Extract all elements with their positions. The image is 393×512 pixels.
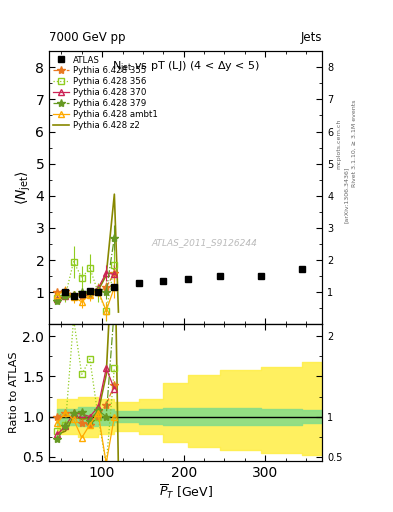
- Y-axis label: Ratio to ATLAS: Ratio to ATLAS: [9, 352, 20, 433]
- Text: Jets: Jets: [301, 31, 322, 44]
- Y-axis label: $\langle N_\mathrm{jet}\rangle$: $\langle N_\mathrm{jet}\rangle$: [13, 170, 33, 205]
- X-axis label: $\overline{P}_T$ [GeV]: $\overline{P}_T$ [GeV]: [159, 482, 213, 501]
- Text: mcplots.cern.ch: mcplots.cern.ch: [336, 118, 341, 168]
- Text: Rivet 3.1.10, ≥ 3.1M events: Rivet 3.1.10, ≥ 3.1M events: [352, 100, 357, 187]
- Text: [arXiv:1306.3436]: [arXiv:1306.3436]: [344, 166, 349, 223]
- Text: ATLAS_2011_S9126244: ATLAS_2011_S9126244: [152, 238, 258, 247]
- Legend: ATLAS, Pythia 6.428 355, Pythia 6.428 356, Pythia 6.428 370, Pythia 6.428 379, P: ATLAS, Pythia 6.428 355, Pythia 6.428 35…: [52, 54, 160, 132]
- Text: 7000 GeV pp: 7000 GeV pp: [49, 31, 126, 44]
- Text: N$_\mathrm{jet}$ vs pT (LJ) (4 < $\Delta$y < 5): N$_\mathrm{jet}$ vs pT (LJ) (4 < $\Delta…: [112, 59, 260, 76]
